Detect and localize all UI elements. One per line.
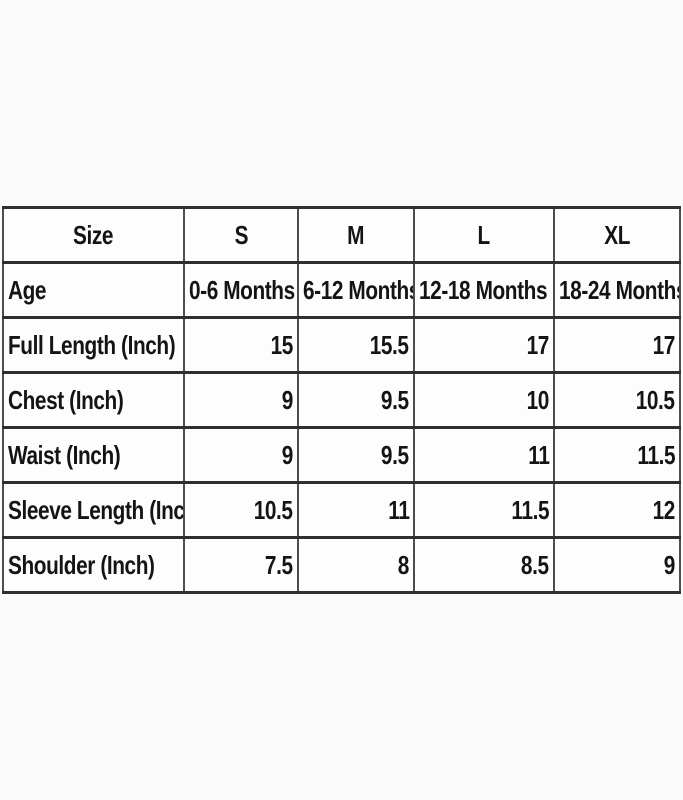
cell-text: M [347,219,365,250]
cell-text: Sleeve Length (Inch) [8,494,184,525]
column-header-size: Size [2,206,185,264]
cell-text: 10.5 [254,494,293,525]
row-label-full-length: Full Length (Inch) [2,316,185,374]
table-row-chest: Chest (Inch) 9 9.5 10 10.5 [2,371,681,429]
table-cell-full-length-xl: 17 [553,316,681,374]
table-cell-chest-l: 10 [413,371,555,429]
cell-text: 0-6 Months [189,274,295,305]
table-row-sleeve-length: Sleeve Length (Inch) 10.5 11 11.5 12 [2,481,681,539]
cell-text: Age [8,274,47,305]
cell-text: 9.5 [381,439,409,470]
table-row-full-length: Full Length (Inch) 15 15.5 17 17 [2,316,681,374]
table-row-waist: Waist (Inch) 9 9.5 11 11.5 [2,426,681,484]
cell-text: 10.5 [636,384,675,415]
cell-text: 11 [527,439,550,470]
table-cell-shoulder-s: 7.5 [183,536,299,594]
table-cell-chest-s: 9 [183,371,299,429]
cell-text: 11 [387,494,410,525]
row-label-sleeve-length: Sleeve Length (Inch) [2,481,185,539]
row-label-chest: Chest (Inch) [2,371,185,429]
table-cell-waist-m: 9.5 [297,426,415,484]
table-cell-full-length-l: 17 [413,316,555,374]
table-cell-age-l: 12-18 Months [413,261,555,319]
table-cell-sleeve-length-l: 11.5 [413,481,555,539]
table-cell-full-length-m: 15.5 [297,316,415,374]
table-cell-full-length-s: 15 [183,316,299,374]
table-cell-age-m: 6-12 Months [297,261,415,319]
table-cell-shoulder-l: 8.5 [413,536,555,594]
cell-text: 9 [663,549,676,580]
column-header-xl: XL [553,206,681,264]
table-cell-sleeve-length-s: 10.5 [183,481,299,539]
column-header-m: M [297,206,415,264]
cell-text: Shoulder (Inch) [8,549,155,580]
column-header-l: L [413,206,555,264]
size-chart-table: Size S M L XL Age 0-6 Months 6-12 Months… [2,206,681,594]
cell-text: XL [604,219,630,250]
cell-text: 8.5 [521,549,549,580]
cell-text: 11.5 [511,494,549,525]
row-label-shoulder: Shoulder (Inch) [2,536,185,594]
table-cell-waist-xl: 11.5 [553,426,681,484]
cell-text: Chest (Inch) [8,384,124,415]
table-cell-shoulder-xl: 9 [553,536,681,594]
cell-text: 9.5 [381,384,409,415]
cell-text: 10 [526,384,550,415]
cell-text: 12 [652,494,676,525]
table-row-age: Age 0-6 Months 6-12 Months 12-18 Months … [2,261,681,319]
cell-text: 15.5 [370,329,409,360]
cell-text: 9 [281,439,294,470]
cell-text: 9 [281,384,294,415]
table-cell-chest-m: 9.5 [297,371,415,429]
cell-text: S [234,219,248,250]
cell-text: 7.5 [265,549,293,580]
table-cell-sleeve-length-xl: 12 [553,481,681,539]
cell-text: 11.5 [637,439,675,470]
table-cell-chest-xl: 10.5 [553,371,681,429]
cell-text: Full Length (Inch) [8,329,176,360]
cell-text: 8 [397,549,410,580]
table-row-shoulder: Shoulder (Inch) 7.5 8 8.5 9 [2,536,681,594]
cell-text: 12-18 Months [419,274,548,305]
cell-text: 17 [526,329,550,360]
cell-text: 15 [270,329,294,360]
table-cell-age-xl: 18-24 Months [553,261,681,319]
table-cell-waist-s: 9 [183,426,299,484]
cell-text: 18-24 Months [559,274,680,305]
row-label-age: Age [2,261,185,319]
header-row: Size S M L XL [2,206,681,264]
cell-text: 6-12 Months [303,274,414,305]
cell-text: 17 [652,329,676,360]
cell-text: L [477,219,491,250]
table-cell-shoulder-m: 8 [297,536,415,594]
column-header-s: S [183,206,299,264]
cell-text: Waist (Inch) [8,439,121,470]
row-label-waist: Waist (Inch) [2,426,185,484]
table-cell-sleeve-length-m: 11 [297,481,415,539]
table-cell-waist-l: 11 [413,426,555,484]
table-cell-age-s: 0-6 Months [183,261,299,319]
cell-text: Size [73,219,114,250]
